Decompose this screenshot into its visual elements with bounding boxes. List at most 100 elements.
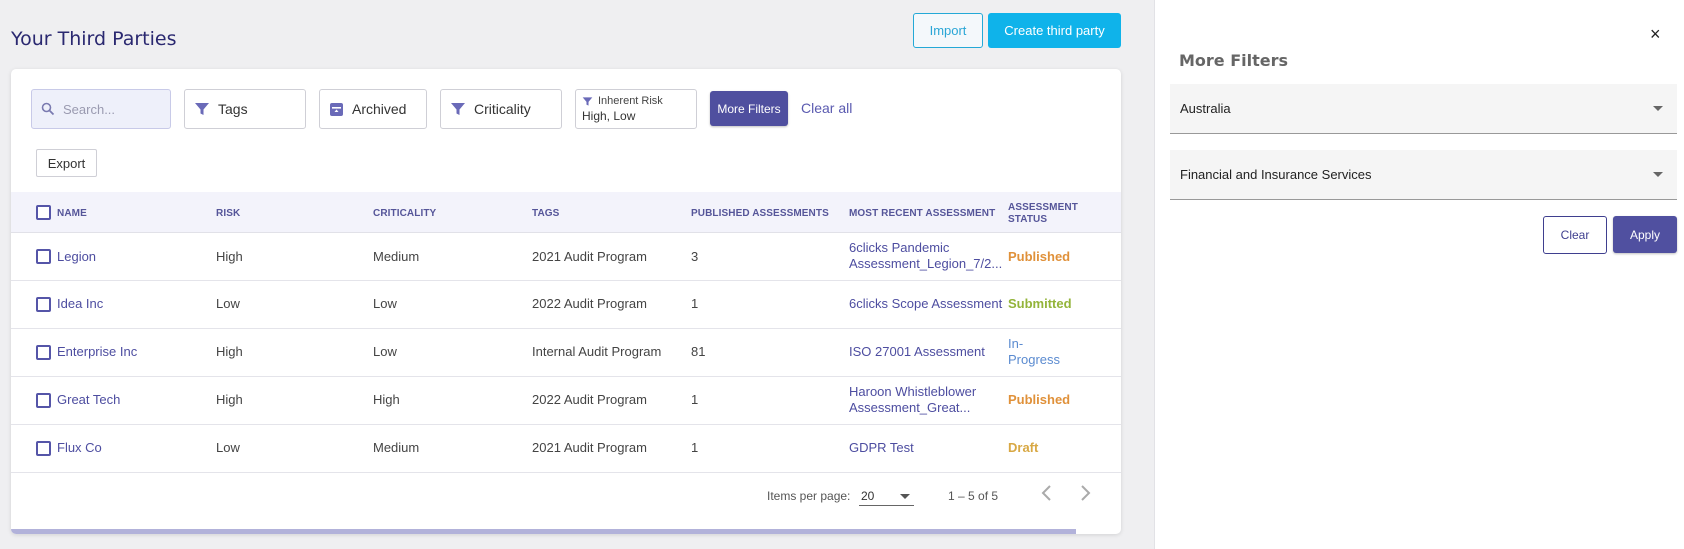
row-criticality: Low — [373, 296, 397, 311]
create-third-party-button[interactable]: Create third party — [988, 13, 1121, 48]
row-checkbox[interactable] — [36, 345, 51, 360]
inherent-risk-value: High, Low — [582, 109, 636, 123]
row-risk: High — [216, 344, 243, 359]
items-per-page-label: Items per page: — [767, 489, 851, 503]
criticality-filter[interactable]: Criticality — [440, 89, 562, 129]
row-risk: Low — [216, 296, 240, 311]
row-recent-assessment-line2[interactable]: Assessment_Great... — [849, 400, 971, 415]
tags-filter-label: Tags — [218, 101, 248, 117]
panel-title: More Filters — [1179, 51, 1289, 70]
page-title: Your Third Parties — [11, 28, 177, 50]
column-header-criticality[interactable]: CRITICALITY — [373, 208, 437, 219]
export-button[interactable]: Export — [36, 149, 97, 177]
row-tags: Internal Audit Program — [532, 344, 662, 359]
row-status-line2: Progress — [1008, 352, 1061, 367]
row-status: In- — [1008, 336, 1024, 351]
row-tags: 2022 Audit Program — [532, 296, 647, 311]
row-criticality: Medium — [373, 440, 420, 455]
column-header-tags[interactable]: TAGS — [532, 208, 560, 219]
previous-page-button[interactable] — [1040, 484, 1054, 505]
row-risk: High — [216, 392, 243, 407]
row-recent-assessment[interactable]: 6clicks Scope Assessment — [849, 296, 1003, 311]
row-recent-assessment[interactable]: 6clicks Pandemic — [849, 240, 950, 255]
table-row[interactable]: Enterprise Inc High Low Internal Audit P… — [11, 329, 1121, 377]
row-status: Published — [1008, 392, 1071, 407]
table-row[interactable]: Great Tech High High 2022 Audit Program … — [11, 377, 1121, 425]
horizontal-scrollbar[interactable] — [11, 529, 1076, 534]
row-recent-assessment[interactable]: ISO 27001 Assessment — [849, 344, 985, 359]
row-name[interactable]: Idea Inc — [57, 296, 104, 311]
search-icon — [41, 102, 55, 116]
industry-select-value: Financial and Insurance Services — [1180, 167, 1372, 182]
row-checkbox[interactable] — [36, 297, 51, 312]
inherent-risk-filter[interactable]: Inherent Risk High, Low — [575, 89, 697, 129]
column-header-published-assessments[interactable]: PUBLISHED ASSESSMENTS — [691, 208, 829, 219]
table-row[interactable]: Flux Co Low Medium 2021 Audit Program 1 … — [11, 425, 1121, 473]
criticality-filter-label: Criticality — [474, 101, 531, 117]
row-checkbox[interactable] — [36, 249, 51, 264]
filter-icon — [582, 96, 593, 107]
row-recent-assessment-line2[interactable]: Assessment_Legion_7/2... — [849, 256, 1003, 271]
more-filters-panel: × More Filters Australia Financial and I… — [1154, 0, 1684, 549]
pagination-range: 1 – 5 of 5 — [948, 489, 999, 503]
row-published: 3 — [691, 249, 699, 264]
clear-all-link[interactable]: Clear all — [801, 100, 853, 116]
row-status: Draft — [1008, 440, 1039, 455]
column-header-most-recent-assessment[interactable]: MOST RECENT ASSESSMENT — [849, 208, 996, 219]
apply-button[interactable]: Apply — [1613, 216, 1677, 253]
third-parties-card: Search... Tags Archived Criticality Inhe… — [11, 69, 1121, 534]
close-icon[interactable]: × — [1650, 24, 1661, 44]
row-published: 1 — [691, 392, 699, 407]
row-risk: High — [216, 249, 243, 264]
row-criticality: High — [373, 392, 400, 407]
row-recent-assessment[interactable]: GDPR Test — [849, 440, 914, 455]
table-header: NAME RISK CRITICALITY TAGS PUBLISHED ASS… — [11, 192, 1121, 233]
row-name[interactable]: Great Tech — [57, 392, 121, 407]
column-header-status[interactable]: STATUS — [1008, 214, 1048, 225]
archived-filter[interactable]: Archived — [319, 89, 427, 129]
country-select-value: Australia — [1180, 101, 1231, 116]
items-per-page-value: 20 — [861, 489, 875, 503]
row-tags: 2022 Audit Program — [532, 392, 647, 407]
archived-filter-label: Archived — [352, 101, 407, 117]
select-all-checkbox[interactable] — [36, 205, 51, 220]
row-checkbox[interactable] — [36, 441, 51, 456]
row-risk: Low — [216, 440, 240, 455]
items-per-page-select[interactable]: 20 — [859, 485, 914, 506]
archive-icon — [329, 102, 344, 117]
row-recent-assessment[interactable]: Haroon Whistleblower — [849, 384, 977, 399]
row-tags: 2021 Audit Program — [532, 249, 647, 264]
chevron-down-icon — [900, 494, 910, 499]
row-checkbox[interactable] — [36, 393, 51, 408]
more-filters-button[interactable]: More Filters — [710, 91, 788, 126]
chevron-down-icon — [1653, 172, 1663, 177]
filter-icon — [450, 101, 466, 117]
row-status: Submitted — [1008, 296, 1072, 311]
inherent-risk-label: Inherent Risk — [598, 95, 663, 107]
industry-select[interactable]: Financial and Insurance Services — [1170, 150, 1677, 200]
row-published: 1 — [691, 440, 699, 455]
column-header-risk[interactable]: RISK — [216, 208, 241, 219]
import-button[interactable]: Import — [913, 13, 983, 48]
search-input[interactable]: Search... — [31, 89, 171, 129]
next-page-button[interactable] — [1078, 484, 1092, 505]
row-name[interactable]: Legion — [57, 249, 97, 264]
row-name[interactable]: Enterprise Inc — [57, 344, 138, 359]
column-header-name[interactable]: NAME — [57, 208, 87, 219]
column-header-assessment[interactable]: ASSESSMENT — [1008, 202, 1078, 213]
row-tags: 2021 Audit Program — [532, 440, 647, 455]
chevron-down-icon — [1653, 106, 1663, 111]
table-row[interactable]: Idea Inc Low Low 2022 Audit Program 1 6c… — [11, 281, 1121, 329]
row-published: 1 — [691, 296, 699, 311]
table-row[interactable]: Legion High Medium 2021 Audit Program 3 … — [11, 233, 1121, 281]
country-select[interactable]: Australia — [1170, 84, 1677, 134]
row-name[interactable]: Flux Co — [57, 440, 102, 455]
chevron-left-icon — [1041, 485, 1051, 501]
tags-filter[interactable]: Tags — [184, 89, 306, 129]
filter-icon — [194, 101, 210, 117]
chevron-right-icon — [1081, 485, 1091, 501]
row-criticality: Low — [373, 344, 397, 359]
clear-button[interactable]: Clear — [1543, 216, 1607, 254]
row-criticality: Medium — [373, 249, 420, 264]
row-status: Published — [1008, 249, 1071, 264]
